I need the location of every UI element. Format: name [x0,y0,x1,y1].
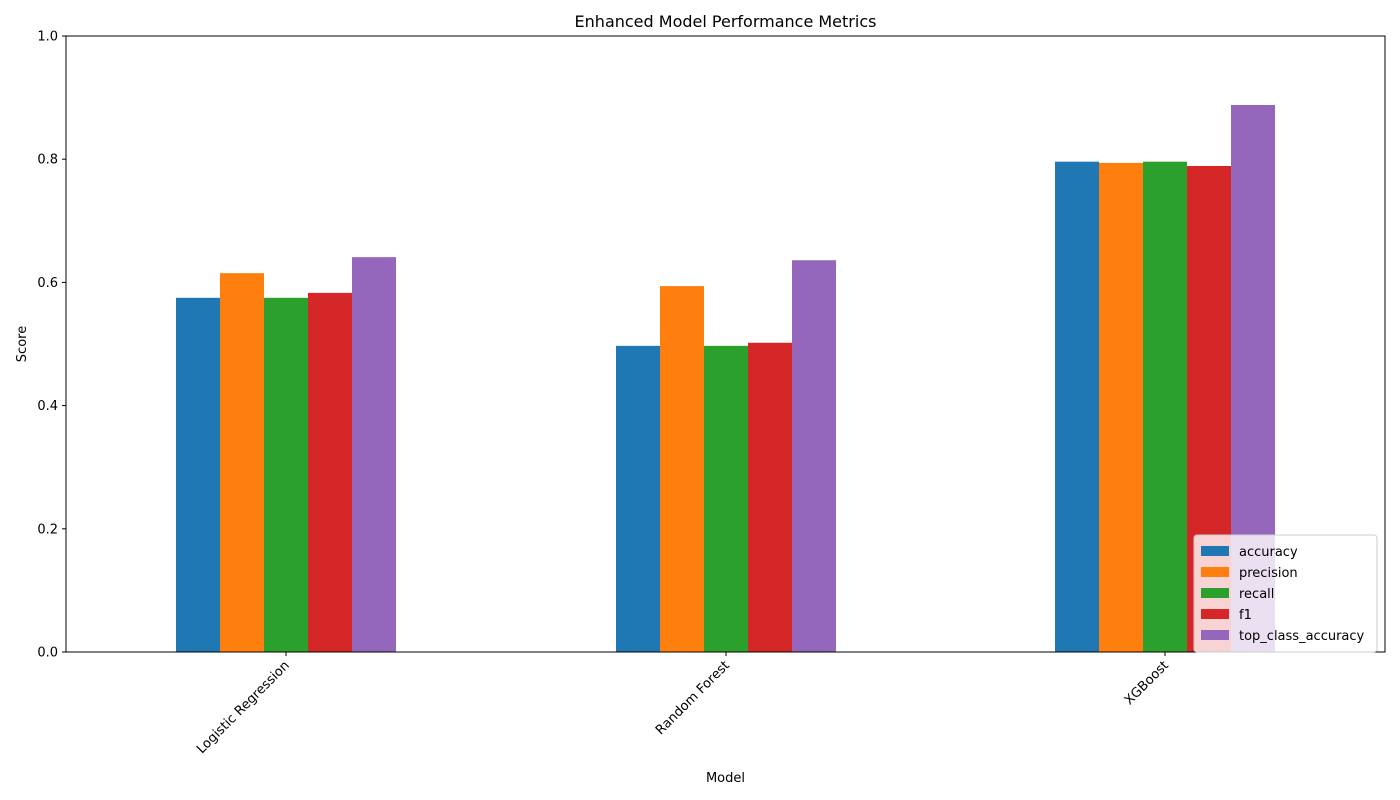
legend-swatch [1201,609,1229,619]
bar-accuracy-2 [1055,161,1099,652]
bar-accuracy-1 [616,345,660,652]
legend-label: f1 [1239,608,1252,623]
bar-precision-0 [220,273,264,652]
y-tick-label: 0.2 [37,522,58,537]
y-axis: 0.0 0.2 0.4 0.6 0.8 1.0 [37,30,66,661]
bar-recall-2 [1143,161,1187,652]
legend-swatch [1201,567,1229,577]
legend: accuracy precision recall f1 top_class_accur… [1193,534,1378,653]
bar-top-class-accuracy-0 [352,257,396,652]
bar-precision-1 [660,286,704,652]
bar-f1-0 [308,292,352,652]
y-axis-label: Score [15,326,30,362]
y-tick-label: 0.6 [37,276,58,291]
y-tick-label: 0.8 [37,153,58,168]
legend-label: recall [1239,587,1274,602]
legend-label: precision [1239,566,1298,581]
bar-recall-1 [704,345,748,652]
legend-swatch [1201,630,1229,640]
bar-accuracy-0 [176,297,220,652]
bar-f1-1 [748,342,792,652]
bar-recall-0 [264,297,308,652]
legend-label: top_class_accuracy [1239,629,1365,644]
bar-top-class-accuracy-1 [792,260,836,652]
y-tick-label: 1.0 [37,30,58,45]
legend-label: accuracy [1239,545,1298,560]
legend-box [1193,534,1378,653]
chart-title: Enhanced Model Performance Metrics [575,12,877,31]
bar-precision-2 [1099,162,1143,652]
y-tick-label: 0.4 [37,399,58,414]
y-tick-label: 0.0 [37,646,58,661]
legend-swatch [1201,546,1229,556]
x-axis-label: Model [706,771,745,786]
legend-swatch [1201,588,1229,598]
